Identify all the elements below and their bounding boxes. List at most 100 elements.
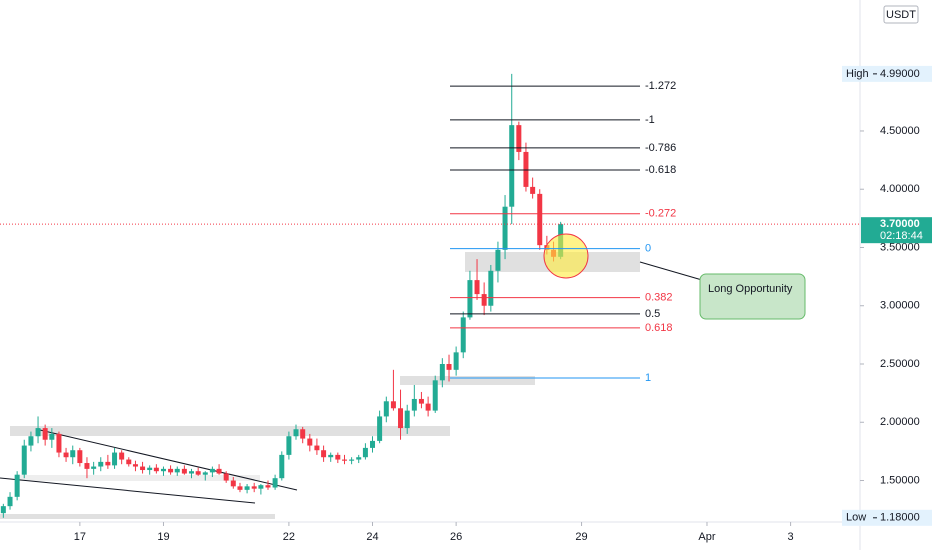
candle-body	[467, 280, 473, 318]
candle-body	[390, 401, 396, 409]
zone	[0, 514, 275, 519]
candle-body	[523, 151, 529, 187]
candle-body	[28, 436, 34, 446]
candle-body	[509, 125, 515, 207]
candle-body	[147, 467, 153, 471]
y-tick-label: 2.50000	[880, 358, 920, 370]
candle-body	[418, 398, 424, 404]
candle-body	[195, 471, 201, 475]
candle-body	[265, 485, 271, 488]
candle-body	[258, 485, 264, 489]
high_marker-value: 4.99000	[880, 68, 920, 80]
x-tick-label: 22	[283, 531, 295, 543]
callout-text: Long Opportunity	[708, 283, 793, 295]
candle-body	[286, 436, 292, 455]
x-tick-label: 17	[74, 531, 86, 543]
candle-body	[7, 496, 13, 507]
fib-label: 0.382	[645, 291, 673, 303]
candle-body	[168, 468, 174, 473]
zone	[18, 475, 260, 481]
zone	[10, 426, 450, 436]
candle-body	[411, 398, 417, 411]
candle-body	[488, 270, 494, 306]
candle-body	[216, 468, 222, 474]
candle-body	[474, 280, 480, 295]
currency-badge	[883, 5, 919, 24]
fib-label: -1.272	[645, 80, 676, 92]
trend-line	[39, 429, 298, 491]
candle-body	[181, 468, 187, 474]
last-price-label: 3.70000	[880, 218, 920, 230]
x-tick-label: 26	[450, 531, 462, 543]
zone	[400, 376, 535, 385]
candle-body	[174, 468, 180, 473]
y-tick-label: 3.00000	[880, 300, 920, 312]
candle-body	[188, 471, 194, 474]
candle-body	[119, 452, 125, 460]
candle-body	[279, 454, 285, 479]
candle-body	[105, 461, 111, 466]
candle-body	[126, 459, 132, 465]
candle-body	[14, 474, 20, 497]
candle-body	[453, 352, 459, 370]
candle-body	[300, 429, 306, 439]
candle-body	[84, 463, 90, 469]
candle-body	[460, 317, 466, 353]
candle-body	[321, 450, 327, 458]
candle-body	[425, 403, 431, 411]
candle-body	[356, 457, 362, 460]
y-tick-label: 1.50000	[880, 474, 920, 486]
high_marker-label: High	[846, 68, 869, 80]
fib-label: -0.272	[645, 208, 676, 220]
candle-body	[251, 486, 257, 489]
candle-body	[398, 408, 404, 429]
candle-body	[502, 206, 508, 250]
y-tick-label: 2.00000	[880, 416, 920, 428]
candle-body	[21, 445, 27, 475]
candle-body	[342, 459, 348, 461]
callout-box	[699, 273, 806, 320]
candle-body	[370, 440, 376, 448]
fib-label: -1	[645, 114, 655, 126]
candle-body	[244, 486, 250, 490]
candle-body	[439, 364, 445, 381]
candle-body	[35, 428, 41, 437]
candle-body	[237, 486, 243, 490]
candle-body	[349, 459, 355, 461]
candle-body	[383, 401, 389, 417]
candle-body	[112, 452, 118, 466]
callout-pointer	[639, 261, 703, 281]
candle-body	[230, 480, 236, 487]
y-tick-label: 3.50000	[880, 241, 920, 253]
candle-body	[140, 466, 146, 471]
candle-body	[70, 450, 76, 458]
fib-label: 0	[645, 243, 651, 255]
high_marker-badge	[842, 65, 932, 82]
candle-body	[49, 433, 55, 440]
candle-body	[293, 429, 299, 437]
candle-body	[98, 461, 104, 467]
countdown: 02:18:44	[880, 230, 923, 242]
candle-body	[328, 454, 334, 458]
highlight-circle	[543, 233, 589, 279]
fib-label: 1	[645, 372, 651, 384]
candle-body	[432, 380, 438, 411]
candle-body	[153, 467, 159, 472]
candle-body	[63, 452, 69, 458]
candle-body	[209, 468, 215, 473]
x-tick-label: 3	[788, 531, 794, 543]
candle-body	[481, 294, 487, 306]
candle-body	[446, 364, 452, 370]
x-tick-label: 24	[366, 531, 378, 543]
candle-body	[77, 450, 83, 464]
low_marker-value: 1.18000	[880, 512, 920, 524]
low_marker-badge	[842, 509, 932, 526]
fib-label: 0.5	[645, 308, 660, 320]
candle-body	[0, 506, 6, 514]
candle-body	[516, 125, 522, 152]
fib-label: -0.786	[645, 142, 676, 154]
currency: USDT	[886, 9, 916, 21]
candle-body	[314, 445, 320, 451]
